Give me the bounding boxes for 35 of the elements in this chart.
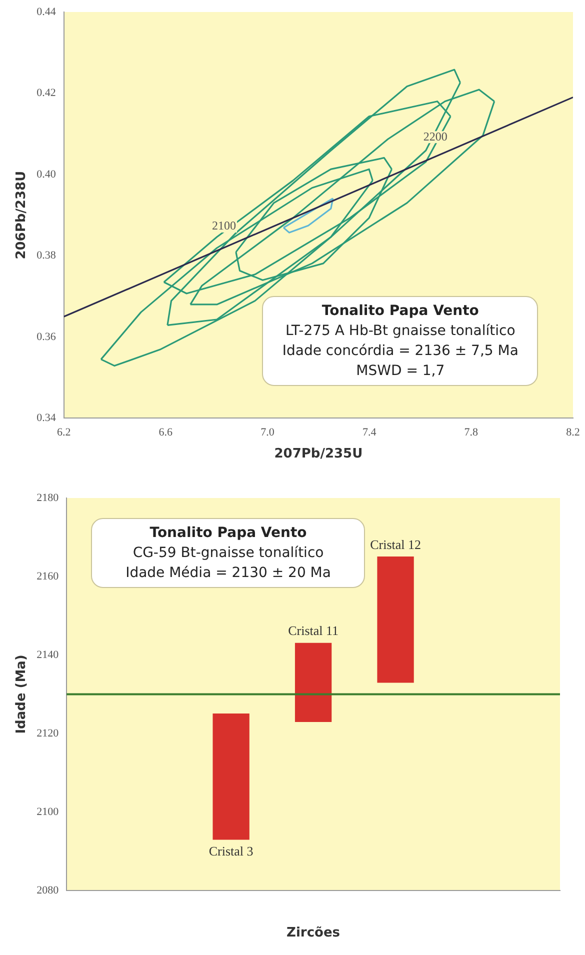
annotation: LT-275 A Hb-Bt gnaisse tonalítico [284,322,516,342]
x-axis-title: 207Pb/235U [274,446,363,462]
text-box: Tonalito Papa Vento CG-59 Bt-gnaisse tonalítico Idade Média = 2130 ± 20 Ma [91,518,366,588]
annotation: MSWD = 1,7 [355,362,446,382]
y-tick-label: 0.42 [36,87,56,100]
y-tick-label: 2080 [36,884,60,896]
y-tick-label: 2100 [36,806,60,818]
x-tick-label: 6.2 [56,426,71,439]
y-axis-title: Idade (Ma) [14,654,30,734]
annotation: Idade Média = 2130 ± 20 Ma [124,564,332,583]
x-tick-label: 7.0 [260,426,275,439]
y-tick-label: 2140 [36,648,60,661]
y-tick-label: 0.36 [36,330,56,343]
y-tick-label: 0.40 [36,168,56,180]
y-tick-label: 2120 [36,727,60,740]
y-tick-label: 2160 [36,570,60,582]
annotation: Cristal 12 [370,536,421,552]
annotation: Cristal 11 [288,623,339,638]
x-tick-label: 7.4 [362,426,377,439]
x-tick-label: 6.6 [158,426,174,439]
x-tick-label: 8.2 [566,426,580,439]
x-axis-title: Zircões [286,926,340,941]
x-tick-label: 7.8 [464,426,479,439]
annotation: CG-59 Bt-gnaisse tonalítico [132,544,325,563]
annotation: 2200 [423,129,448,144]
annotation: 2100 [212,218,236,233]
y-tick-label: 0.44 [36,6,56,18]
annotation: Tonalito Papa Vento [148,524,308,543]
y-tick-label: 0.38 [36,250,56,262]
y-tick-label: 2180 [36,492,60,504]
annotation: Tonalito Papa Vento [320,302,480,322]
y-axis-title: 206Pb/238U [14,170,30,260]
y-tick-label: 0.34 [36,412,56,424]
annotation: Idade concórdia = 2136 ± 7,5 Ma [281,342,520,362]
annotation: Cristal 3 [208,843,254,858]
